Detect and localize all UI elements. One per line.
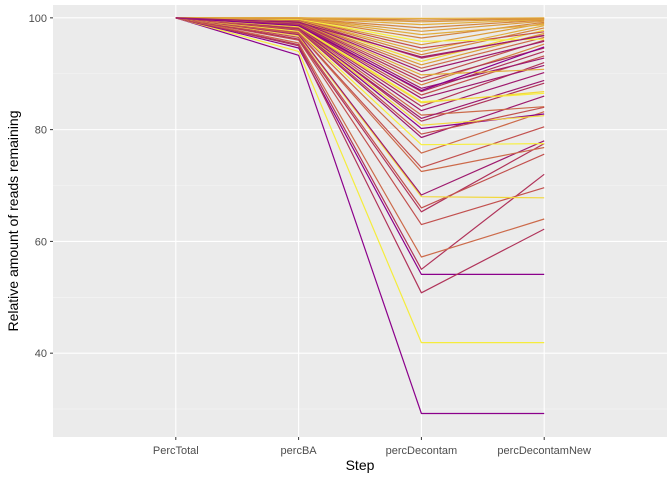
y-tick-label: 60: [35, 236, 47, 248]
series-line: [175, 17, 545, 135]
series-line: [175, 17, 545, 58]
series-line: [175, 17, 545, 19]
y-tick-label: 100: [29, 13, 47, 25]
x-axis-ticks: PercTotal percBA percDecontam percDecontamN…: [153, 437, 591, 457]
y-axis-ticks: 40 60 80 100: [29, 13, 53, 360]
series-line: [175, 17, 545, 213]
series-lines: [175, 17, 545, 415]
series-line: [175, 17, 545, 258]
y-tick-label: 40: [35, 348, 47, 360]
series-line: [175, 17, 545, 275]
series-line: [175, 17, 545, 92]
series-line: [175, 17, 545, 270]
y-axis-title: Relative amount of reads remaining: [5, 110, 21, 331]
series-line: [175, 17, 545, 344]
y-tick-label: 80: [35, 125, 47, 137]
series-line: [175, 17, 545, 415]
x-axis-title: Step: [346, 457, 375, 473]
panel-background: [53, 5, 667, 437]
series-line: [175, 17, 545, 209]
x-tick-label: PercTotal: [153, 445, 199, 457]
x-tick-label: percDecontamNew: [497, 445, 591, 457]
x-tick-label: percBA: [281, 445, 318, 457]
grid-lines: [53, 5, 667, 437]
x-tick-label: percDecontam: [386, 445, 458, 457]
